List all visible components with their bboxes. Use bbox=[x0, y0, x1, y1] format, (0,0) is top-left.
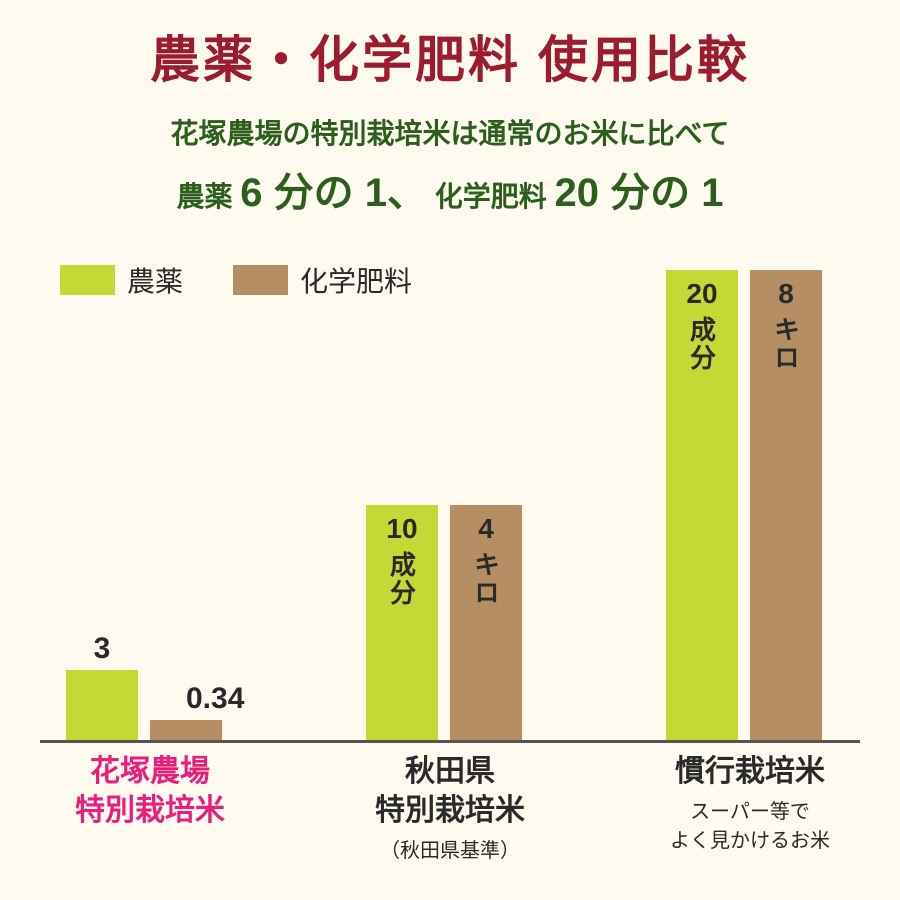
bar: 10成分 bbox=[366, 505, 438, 740]
bar: 3 bbox=[66, 670, 138, 741]
bar-value-label: 0.34 bbox=[186, 682, 244, 720]
bar: 4キロ bbox=[450, 505, 522, 740]
page-title: 農薬・化学肥料 使用比較 bbox=[0, 0, 900, 92]
category-main-2: 特別栽培米 bbox=[310, 791, 590, 830]
category-label: 秋田県特別栽培米 （秋田県基準） bbox=[310, 752, 590, 863]
category-main-1: 慣行栽培米 bbox=[610, 752, 890, 791]
category-main-1: 花塚農場 bbox=[10, 752, 290, 791]
subtitle-line-1: 花塚農場の特別栽培米は通常のお米に比べて bbox=[0, 112, 900, 152]
bar-value-label: 20成分 bbox=[666, 278, 738, 372]
category-sub: スーパー等で よく見かけるお米 bbox=[610, 795, 890, 853]
chart-baseline bbox=[40, 740, 860, 743]
bar-value-label: 3 bbox=[66, 632, 138, 670]
subtitle-prefix-1: 農薬 bbox=[176, 181, 240, 212]
category-label: 花塚農場特別栽培米 bbox=[10, 752, 290, 830]
subtitle-ratio-1: 6 分の 1、 bbox=[240, 171, 427, 215]
category-label: 慣行栽培米スーパー等で よく見かけるお米 bbox=[610, 752, 890, 853]
bar-group: 30.34 bbox=[60, 260, 228, 740]
bar-value-label: 8キロ bbox=[750, 278, 822, 372]
category-main-1: 秋田県 bbox=[310, 752, 590, 791]
bar-group: 20成分8キロ bbox=[660, 260, 828, 740]
subtitle-line-2: 農薬 6 分の 1、 化学肥料 20 分の 1 bbox=[0, 160, 900, 218]
subtitle-ratio-2: 20 分の 1 bbox=[555, 171, 724, 215]
category-sub: （秋田県基準） bbox=[310, 834, 590, 863]
bar: 20成分 bbox=[666, 270, 738, 740]
bar: 0.34 bbox=[150, 720, 222, 740]
bar-group: 10成分4キロ bbox=[360, 260, 528, 740]
category-main-2: 特別栽培米 bbox=[10, 791, 290, 830]
subtitle-prefix-2: 化学肥料 bbox=[435, 181, 555, 212]
bar: 8キロ bbox=[750, 270, 822, 740]
bar-value-label: 4キロ bbox=[450, 513, 522, 607]
bar-chart: 30.34花塚農場特別栽培米10成分4キロ秋田県特別栽培米（秋田県基準）20成分… bbox=[0, 260, 900, 900]
bar-value-label: 10成分 bbox=[366, 513, 438, 607]
